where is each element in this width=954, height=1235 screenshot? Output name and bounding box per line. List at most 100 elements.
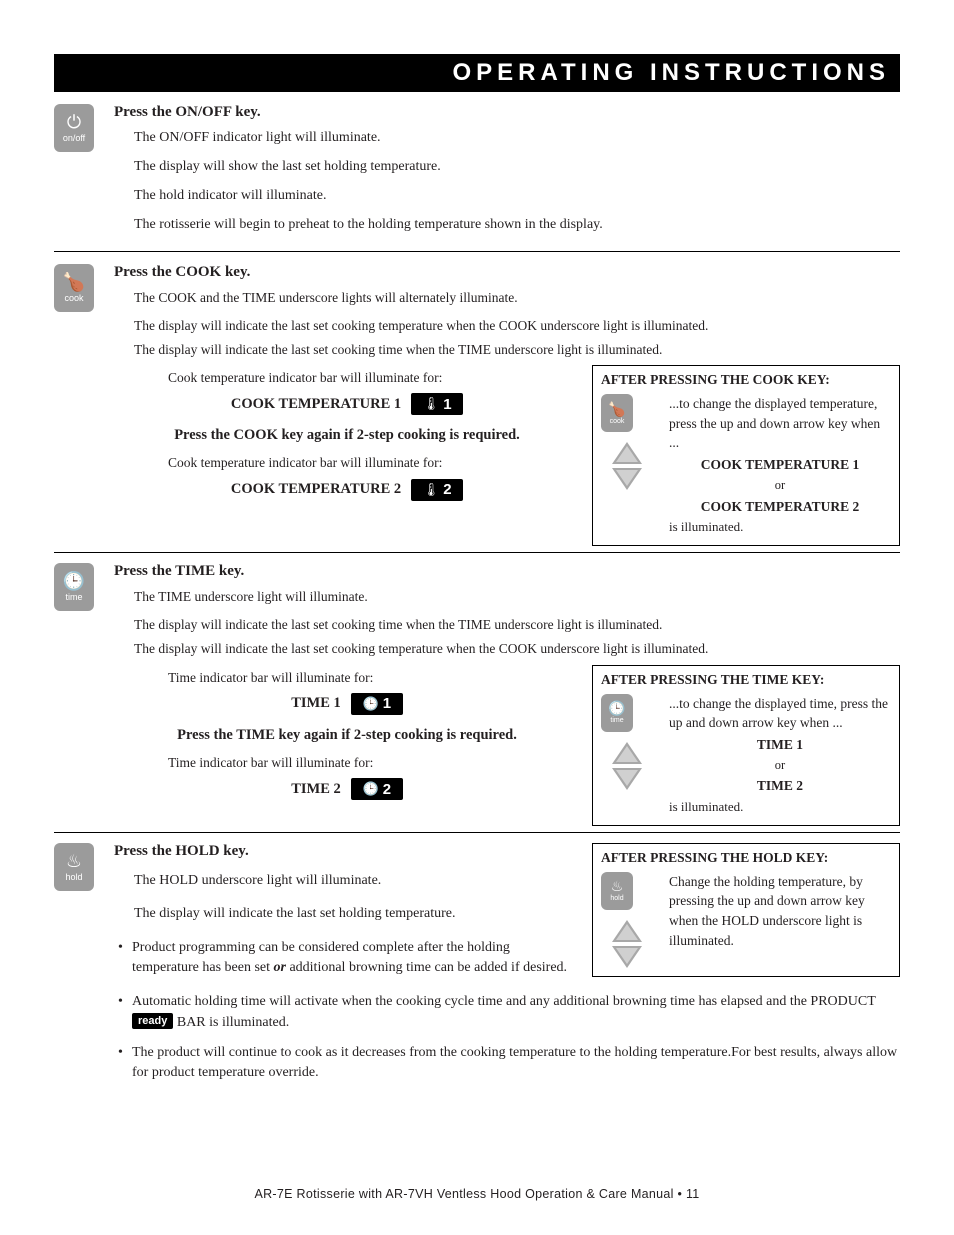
arrow-keys xyxy=(612,742,642,790)
time-p5: Time indicator bar will illuminate for: xyxy=(168,754,580,772)
thermometer-icon: 🌡 xyxy=(423,482,440,498)
time-callout-text-col: ...to change the displayed time, press t… xyxy=(669,694,891,817)
cook-callout: AFTER PRESSING THE COOK KEY: 🍗 cook xyxy=(592,365,900,546)
hold-key-icon: ♨ hold xyxy=(54,843,94,891)
cook-icon: 🍗 xyxy=(608,402,625,416)
time-callout-b2: TIME 2 xyxy=(669,776,891,796)
section-hold-content: Press the HOLD key. The HOLD underscore … xyxy=(114,843,900,1094)
hold-p2: The display will indicate the last set h… xyxy=(134,905,580,924)
divider xyxy=(54,251,900,252)
arrow-keys xyxy=(612,920,642,968)
section-time: 🕒 time Press the TIME key. The TIME unde… xyxy=(54,563,900,826)
cook-t2-num: 2 xyxy=(443,481,451,498)
time-callout-icons: 🕒 time xyxy=(601,694,653,790)
section-time-content: Press the TIME key. The TIME underscore … xyxy=(114,563,900,826)
cook-callout-icons: 🍗 cook xyxy=(601,394,653,490)
hold-b2a: Automatic holding time will activate whe… xyxy=(132,994,876,1009)
time-again: Press the TIME key again if 2-step cooki… xyxy=(114,727,580,744)
hold-callout-key-icon: ♨ hold xyxy=(601,872,633,910)
time-p1: The TIME underscore light will illuminat… xyxy=(134,588,900,606)
power-icon: ⏻ xyxy=(67,113,81,131)
cook-two-col: Cook temperature indicator bar will illu… xyxy=(114,365,900,546)
cook-callout-ill: is illuminated. xyxy=(669,518,891,537)
hold-bullets-bottom: Automatic holding time will activate whe… xyxy=(118,992,900,1083)
cook-left: Cook temperature indicator bar will illu… xyxy=(114,365,580,508)
time-t2-row: TIME 2 🕒 2 xyxy=(114,778,580,800)
time-callout-key-icon: 🕒 time xyxy=(601,694,633,732)
time-callout: AFTER PRESSING THE TIME KEY: 🕒 time xyxy=(592,665,900,826)
down-arrow-icon xyxy=(612,946,642,968)
page-header: OPERATING INSTRUCTIONS xyxy=(54,54,900,92)
time-left: Time indicator bar will illuminate for: … xyxy=(114,665,580,808)
time-t2-label: TIME 2 xyxy=(291,781,341,798)
cook-callout-text-col: ...to change the displayed temperature, … xyxy=(669,394,891,537)
time-t2-num: 2 xyxy=(383,781,391,798)
time-p3: The display will indicate the last set c… xyxy=(134,640,900,658)
hold-key-label: hold xyxy=(65,872,82,882)
cook-p4: Cook temperature indicator bar will illu… xyxy=(168,369,580,387)
cook-callout-head: AFTER PRESSING THE COOK KEY: xyxy=(601,372,891,388)
cook-callout-b1: COOK TEMPERATURE 1 xyxy=(669,455,891,475)
time-t1-badge: 🕒 1 xyxy=(351,693,403,715)
time-callout-ill: is illuminated. xyxy=(669,798,891,817)
cook-t2-label: COOK TEMPERATURE 2 xyxy=(231,481,401,498)
clock-icon: 🕒 xyxy=(608,701,625,715)
up-arrow-icon xyxy=(612,742,642,764)
hold-b1: Product programming can be considered co… xyxy=(118,938,580,979)
time-p4: Time indicator bar will illuminate for: xyxy=(168,669,580,687)
hold-two-col: Press the HOLD key. The HOLD underscore … xyxy=(114,843,900,988)
clock-icon: 🕒 xyxy=(63,572,85,590)
time-two-col: Time indicator bar will illuminate for: … xyxy=(114,665,900,826)
section-cook: 🍗 cook Press the COOK key. The COOK and … xyxy=(54,264,900,546)
arrow-keys xyxy=(612,442,642,490)
cook-p2: The display will indicate the last set c… xyxy=(134,317,900,335)
cook-p5: Cook temperature indicator bar will illu… xyxy=(168,454,580,472)
onoff-p2: The display will show the last set holdi… xyxy=(134,158,900,177)
down-arrow-icon xyxy=(612,468,642,490)
time-t1-num: 1 xyxy=(383,695,391,712)
hold-icon: ♨ xyxy=(611,879,624,893)
cook-icon: 🍗 xyxy=(63,273,85,291)
hold-callout-key-label: hold xyxy=(610,895,623,902)
cook-key-icon: 🍗 cook xyxy=(54,264,94,312)
time-t1-row: TIME 1 🕒 1 xyxy=(114,693,580,715)
hold-bullets-top: Product programming can be considered co… xyxy=(118,938,580,989)
cook-t1-num: 1 xyxy=(443,396,451,413)
time-callout-b1: TIME 1 xyxy=(669,735,891,755)
time-callout-head: AFTER PRESSING THE TIME KEY: xyxy=(601,672,891,688)
cook-head: Press the COOK key. xyxy=(114,264,900,281)
ready-badge: ready xyxy=(132,1013,173,1029)
time-key-label: time xyxy=(65,592,82,602)
cook-again: Press the COOK key again if 2-step cooki… xyxy=(114,427,580,444)
cook-t1-row: COOK TEMPERATURE 1 🌡 1 xyxy=(114,393,580,415)
onoff-key-icon: ⏻ on/off xyxy=(54,104,94,152)
section-onoff-content: Press the ON/OFF key. The ON/OFF indicat… xyxy=(114,104,900,245)
cook-p1: The COOK and the TIME underscore lights … xyxy=(134,289,900,307)
hold-p1: The HOLD underscore light will illuminat… xyxy=(134,872,580,891)
onoff-key-label: on/off xyxy=(63,133,85,143)
time-callout-key-label: time xyxy=(610,717,623,724)
hold-callout: AFTER PRESSING THE HOLD KEY: ♨ hold Chan… xyxy=(592,843,900,977)
cook-p3: The display will indicate the last set c… xyxy=(134,341,900,359)
hold-b1b: additional browning time can be added if… xyxy=(286,960,567,975)
cook-key-label: cook xyxy=(64,293,83,303)
time-t1-label: TIME 1 xyxy=(291,695,341,712)
up-arrow-icon xyxy=(612,920,642,942)
cook-t1-label: COOK TEMPERATURE 1 xyxy=(231,396,401,413)
section-onoff: ⏻ on/off Press the ON/OFF key. The ON/OF… xyxy=(54,104,900,245)
up-arrow-icon xyxy=(612,442,642,464)
cook-callout-key-icon: 🍗 cook xyxy=(601,394,633,432)
hold-b1-or: or xyxy=(274,960,286,975)
thermometer-icon: 🌡 xyxy=(423,396,440,412)
hold-callout-text: Change the holding temperature, by press… xyxy=(669,872,891,950)
hold-b3: The product will continue to cook as it … xyxy=(118,1043,900,1084)
onoff-p3: The hold indicator will illuminate. xyxy=(134,187,900,206)
cook-callout-key-label: cook xyxy=(610,418,625,425)
cook-callout-row: 🍗 cook ...to change the displayed temper… xyxy=(601,394,891,537)
onoff-p1: The ON/OFF indicator light will illumina… xyxy=(134,129,900,148)
hold-callout-icons: ♨ hold xyxy=(601,872,653,968)
time-callout-or: or xyxy=(669,756,891,774)
clock-icon: 🕒 xyxy=(363,696,379,712)
hold-callout-row: ♨ hold Change the holding temperature, b… xyxy=(601,872,891,968)
onoff-p4: The rotisserie will begin to preheat to … xyxy=(134,216,900,235)
